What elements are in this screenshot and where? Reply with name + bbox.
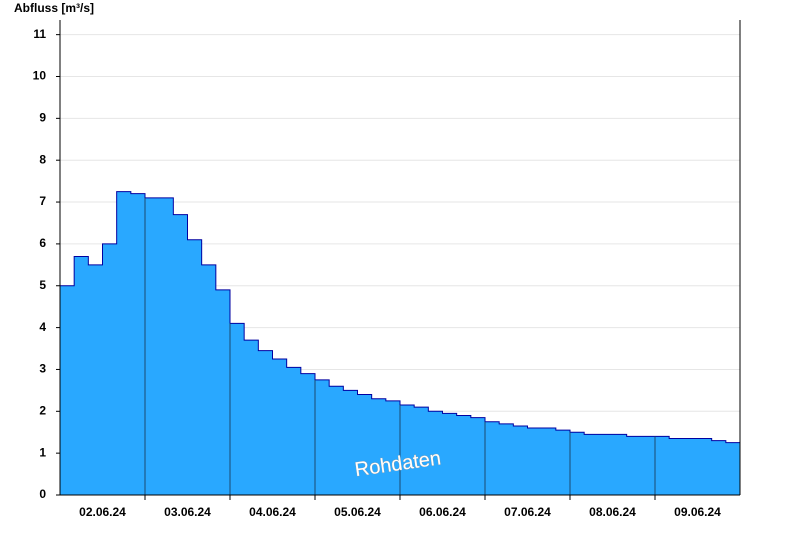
x-tick-label: 08.06.24 [589,505,636,519]
y-tick-label: 11 [33,27,46,41]
x-tick-label: 03.06.24 [164,505,211,519]
area-outline [60,191,740,444]
x-tick-label: 06.06.24 [419,505,466,519]
y-tick-label: 3 [39,362,46,376]
y-tick-label: 10 [33,69,47,83]
y-tick-label: 0 [39,487,46,501]
y-tick-label: 5 [39,278,46,292]
y-tick-label: 2 [39,403,46,417]
y-tick-label: 4 [39,320,46,334]
x-tick-label: 02.06.24 [79,505,126,519]
y-tick-label: 9 [39,111,46,125]
y-axis-label: Abfluss [m³/s] [14,1,94,15]
x-tick-label: 05.06.24 [334,505,381,519]
x-tick-label: 04.06.24 [249,505,296,519]
x-tick-label: 07.06.24 [504,505,551,519]
y-tick-label: 6 [39,236,46,250]
y-tick-label: 7 [39,194,46,208]
x-tick-label: 09.06.24 [674,505,721,519]
y-tick-label: 1 [39,445,46,459]
y-tick-label: 8 [39,152,46,166]
